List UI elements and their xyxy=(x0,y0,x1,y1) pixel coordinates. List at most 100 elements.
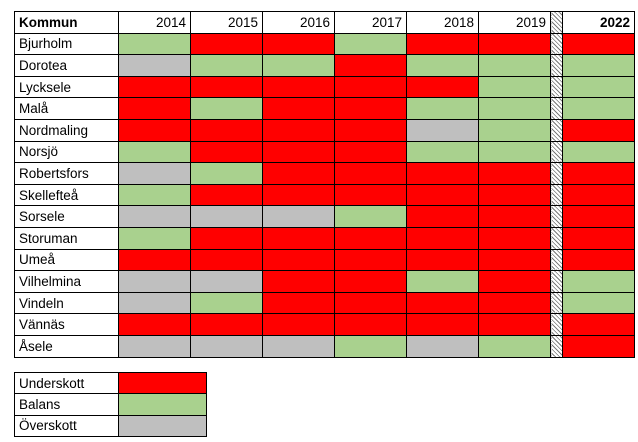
status-cell xyxy=(334,334,407,358)
status-cell xyxy=(478,183,551,207)
table-row: Vilhelmina xyxy=(14,270,635,293)
legend: Underskott Balans Överskott xyxy=(14,371,207,437)
status-cell xyxy=(334,54,407,77)
status-cell xyxy=(190,205,263,228)
legend-swatch xyxy=(118,371,207,395)
kommun-name: Norsjö xyxy=(14,140,119,164)
status-cell xyxy=(118,270,191,293)
status-cell xyxy=(118,334,191,358)
status-cell xyxy=(262,75,335,99)
kommun-name: Vindeln xyxy=(14,291,119,315)
kommun-name: Lycksele xyxy=(14,75,119,99)
status-cell xyxy=(118,140,191,164)
status-cell xyxy=(478,334,551,358)
status-cell xyxy=(190,291,263,315)
gap-separator xyxy=(550,205,563,228)
year-header: 2016 xyxy=(262,11,335,34)
status-cell xyxy=(118,226,191,250)
status-cell xyxy=(334,248,407,272)
status-cell xyxy=(334,226,407,250)
status-cell xyxy=(406,75,479,99)
gap-separator xyxy=(550,334,563,358)
status-cell xyxy=(406,183,479,207)
status-cell xyxy=(406,54,479,77)
table-row: Lycksele xyxy=(14,75,635,99)
legend-row: Underskott xyxy=(14,371,207,395)
year-header: 2019 xyxy=(478,11,551,34)
status-cell-2022 xyxy=(562,270,635,293)
status-cell xyxy=(190,162,263,185)
status-cell-2022 xyxy=(562,162,635,185)
status-cell xyxy=(118,205,191,228)
status-cell xyxy=(118,313,191,336)
status-cell xyxy=(190,183,263,207)
status-cell xyxy=(478,248,551,272)
status-cell xyxy=(262,270,335,293)
status-cell xyxy=(406,226,479,250)
status-cell xyxy=(262,32,335,56)
status-cell xyxy=(262,140,335,164)
status-cell-2022 xyxy=(562,334,635,358)
kommun-name: Åsele xyxy=(14,334,119,358)
status-cell-2022 xyxy=(562,291,635,315)
status-cell xyxy=(406,334,479,358)
table-row: Nordmaling xyxy=(14,118,635,142)
status-cell xyxy=(478,75,551,99)
status-cell xyxy=(262,118,335,142)
status-cell xyxy=(478,140,551,164)
gap-separator xyxy=(550,313,563,336)
table-body: Bjurholm Dorotea Lycksele Malå Nordmaling Nor… xyxy=(14,32,635,358)
gap-separator xyxy=(550,32,563,56)
gap-separator xyxy=(550,162,563,185)
year-header: 2018 xyxy=(406,11,479,34)
status-cell xyxy=(190,32,263,56)
gap-separator xyxy=(550,183,563,207)
status-cell xyxy=(262,183,335,207)
status-cell xyxy=(406,205,479,228)
legend-label: Överskott xyxy=(14,414,119,437)
kommun-name: Dorotea xyxy=(14,54,119,77)
status-cell xyxy=(406,140,479,164)
status-cell xyxy=(190,118,263,142)
status-cell xyxy=(118,248,191,272)
status-cell xyxy=(190,226,263,250)
legend-swatch xyxy=(118,393,207,416)
status-cell xyxy=(190,140,263,164)
status-cell xyxy=(334,97,407,120)
table-row: Åsele xyxy=(14,334,635,358)
gap-separator xyxy=(550,248,563,272)
kommun-name: Skellefteå xyxy=(14,183,119,207)
status-cell xyxy=(478,205,551,228)
status-cell xyxy=(334,32,407,56)
status-cell xyxy=(478,313,551,336)
status-cell xyxy=(334,313,407,336)
status-cell xyxy=(334,183,407,207)
status-cell xyxy=(262,248,335,272)
status-cell xyxy=(334,291,407,315)
status-cell xyxy=(478,226,551,250)
table-row: Skellefteå xyxy=(14,183,635,207)
legend-row: Överskott xyxy=(14,414,207,437)
gap-separator xyxy=(550,54,563,77)
kommun-name: Umeå xyxy=(14,248,119,272)
status-cell xyxy=(118,54,191,77)
status-cell xyxy=(262,97,335,120)
status-cell xyxy=(118,183,191,207)
status-cell xyxy=(478,270,551,293)
status-cell-2022 xyxy=(562,248,635,272)
status-cell-2022 xyxy=(562,54,635,77)
table-row: Dorotea xyxy=(14,54,635,77)
status-cell xyxy=(118,118,191,142)
status-cell xyxy=(190,334,263,358)
gap-separator xyxy=(550,140,563,164)
table-row: Umeå xyxy=(14,248,635,272)
status-cell xyxy=(190,97,263,120)
status-cell xyxy=(190,313,263,336)
year-header: 2015 xyxy=(190,11,263,34)
header-row: Kommun 2014 2015 2016 2017 2018 2019 202… xyxy=(14,11,635,34)
year-header: 2017 xyxy=(334,11,407,34)
status-cell xyxy=(334,140,407,164)
gap-separator xyxy=(550,97,563,120)
status-cell xyxy=(334,162,407,185)
status-cell xyxy=(406,291,479,315)
